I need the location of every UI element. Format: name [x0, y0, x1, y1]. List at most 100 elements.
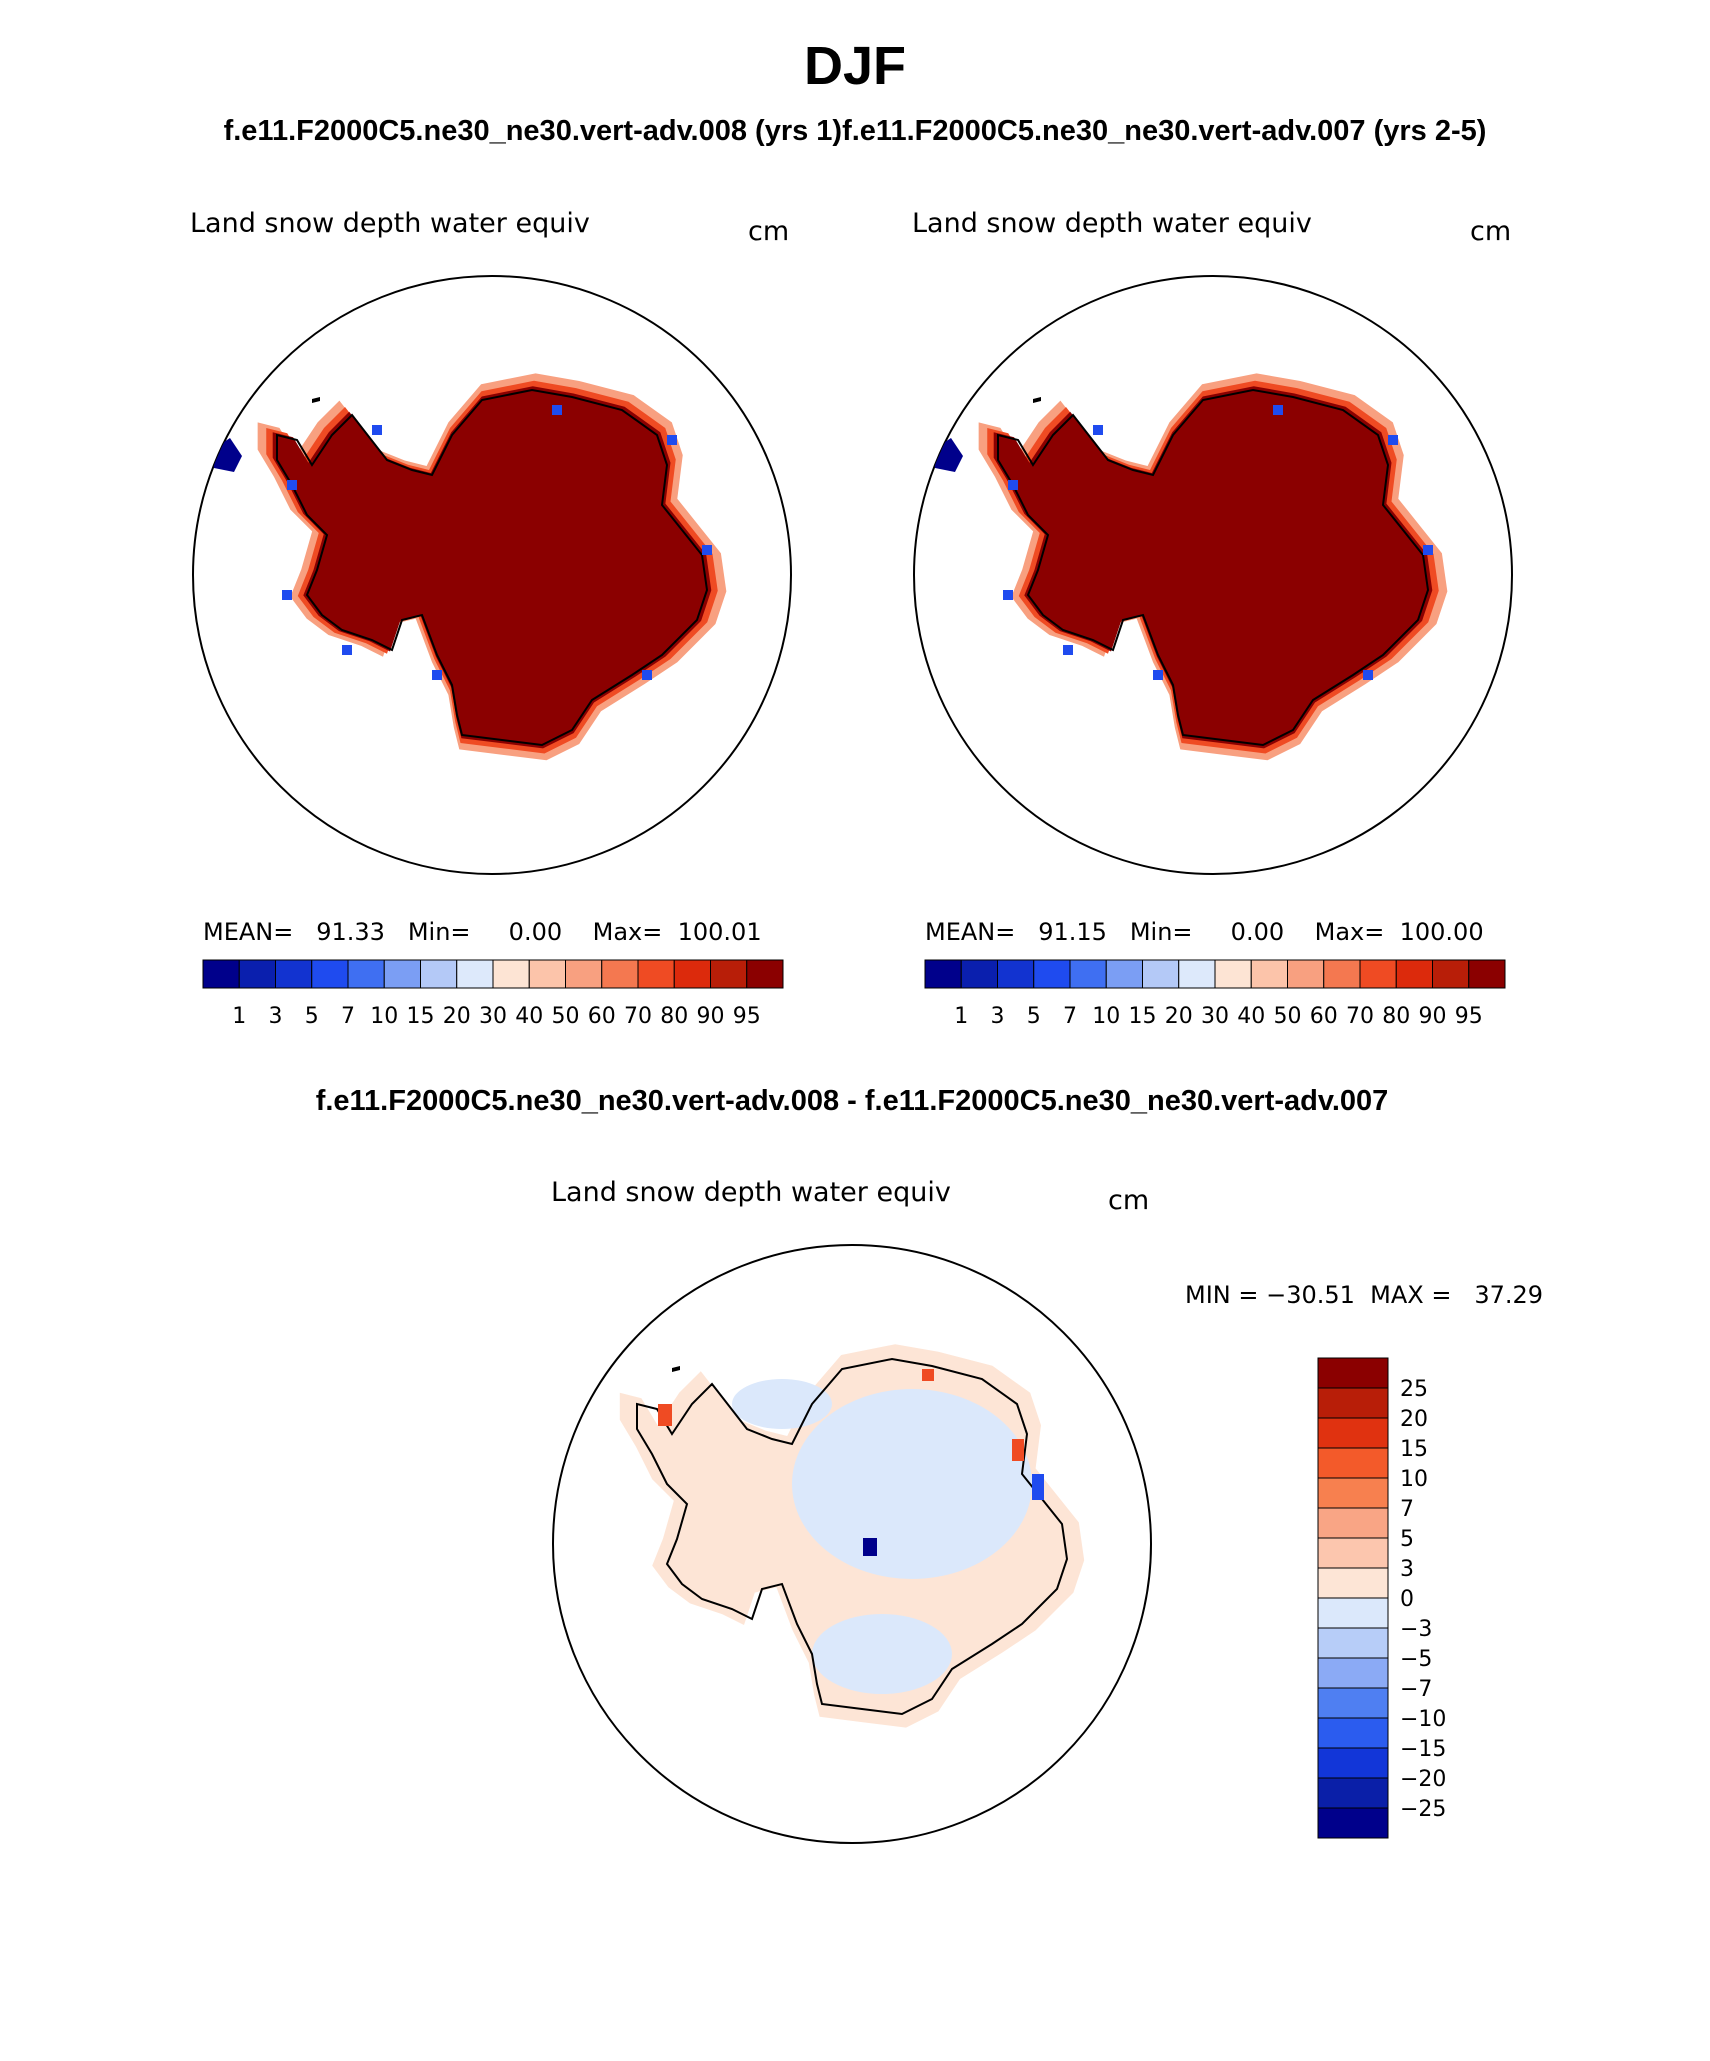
colorbar-tick-label: 20 [443, 1004, 471, 1029]
colorbar-swatch [673, 959, 711, 989]
colorbar-swatch [347, 959, 385, 989]
colorbar-swatch [456, 959, 494, 989]
coastal-cell [432, 670, 442, 680]
colorbar-tick-label: 80 [660, 1004, 688, 1029]
colorbar-tick-label: −3 [1400, 1617, 1432, 1642]
colorbar-swatch [710, 959, 748, 989]
colorbar-swatch [238, 959, 276, 989]
diff-negative-region [812, 1614, 952, 1694]
coastal-cell [667, 435, 677, 445]
colorbar-tick-label: −15 [1400, 1737, 1446, 1762]
colorbar-swatch [1178, 959, 1216, 989]
colorbar-tick-label: 7 [1063, 1004, 1077, 1029]
colorbar-tick-label: 5 [1027, 1004, 1041, 1029]
colorbar-tick-label: 95 [1455, 1004, 1483, 1029]
colorbar-swatch [1317, 1417, 1389, 1449]
diff-map [552, 1244, 1152, 1844]
panel-a-units: cm [748, 216, 789, 247]
colorbar-swatch [1317, 1387, 1389, 1419]
colorbar-tick-label: 3 [1400, 1557, 1414, 1582]
colorbar-tick-label: 40 [1237, 1004, 1265, 1029]
diff-negative-cell [1032, 1474, 1044, 1500]
colorbar-swatch [1317, 1597, 1389, 1629]
colorbar-tick-label: 80 [1382, 1004, 1410, 1029]
colorbar-tick-label: 50 [552, 1004, 580, 1029]
colorbar-tick-label: 60 [1310, 1004, 1338, 1029]
coastal-cell [552, 405, 562, 415]
panel-b-variable: Land snow depth water equiv [912, 208, 1312, 239]
colorbar-swatch [1359, 959, 1397, 989]
island [672, 1366, 680, 1372]
island [1033, 397, 1041, 403]
diff-negative-region [792, 1389, 1032, 1579]
colorbar-swatch [420, 959, 458, 989]
colorbar-swatch [383, 959, 421, 989]
colorbar-tick-label: 3 [991, 1004, 1005, 1029]
diff-positive-cell [922, 1369, 934, 1381]
colorbar-swatch [1317, 1477, 1389, 1509]
colorbar-tick-label: 60 [588, 1004, 616, 1029]
coastal-cell [702, 545, 712, 555]
colorbar-tick-label: 7 [341, 1004, 355, 1029]
colorbar-swatch [528, 959, 566, 989]
panel-b-map [913, 275, 1513, 875]
colorbar-tick-label: −25 [1400, 1797, 1446, 1822]
coastal-cell [1388, 435, 1398, 445]
colorbar-tick-label: −20 [1400, 1767, 1446, 1792]
colorbar-swatch [1317, 1717, 1389, 1749]
colorbar-tick-label: 5 [305, 1004, 319, 1029]
colorbar-swatch [1317, 1507, 1389, 1539]
panel-b-stats: MEAN= 91.15 Min= 0.00 Max= 100.00 [925, 918, 1484, 946]
panel-a-colorbar: 1 3 5 7 10 15 20 30 40 50 60 70 80 90 95 [202, 959, 784, 1029]
colorbar-swatch [637, 959, 675, 989]
diff-colorbar: 25 20 15 10 7 5 3 0 −3 −5 −7 −10 −15 −20 −25 [1317, 1357, 1446, 1839]
colorbar-tick-label: 0 [1400, 1587, 1414, 1612]
panel-b-units: cm [1470, 216, 1511, 247]
colorbar-swatch [1323, 959, 1361, 989]
colorbar-swatch [601, 959, 639, 989]
colorbar-swatch [1317, 1447, 1389, 1479]
coastal-cell [1008, 480, 1018, 490]
colorbar-tick-label: 3 [269, 1004, 283, 1029]
colorbar-swatch [1069, 959, 1107, 989]
colorbar-tick-label: −5 [1400, 1647, 1432, 1672]
colorbar-tick-label: 90 [1419, 1004, 1447, 1029]
top-subtitle: f.e11.F2000C5.ne30_ne30.vert-adv.008 (yr… [224, 115, 1487, 147]
colorbar-tick-label: 15 [1400, 1437, 1428, 1462]
diff-positive-cell [1012, 1439, 1024, 1461]
colorbar-tick-label: 20 [1400, 1407, 1428, 1432]
colorbar-swatch [924, 959, 962, 989]
colorbar-swatch [1317, 1687, 1389, 1719]
colorbar-tick-label: 30 [1201, 1004, 1229, 1029]
colorbar-swatch [1317, 1357, 1389, 1389]
colorbar-swatch [1317, 1627, 1389, 1659]
diff-strong-negative [863, 1538, 877, 1556]
colorbar-tick-label: 90 [697, 1004, 725, 1029]
island [312, 397, 320, 403]
colorbar-swatch [492, 959, 530, 989]
colorbar-swatch [1317, 1807, 1389, 1839]
coastal-cell [1063, 645, 1073, 655]
colorbar-swatch [1214, 959, 1252, 989]
colorbar-tick-label: 7 [1400, 1497, 1414, 1522]
diff-stats: MIN = −30.51 MAX = 37.29 [1185, 1281, 1543, 1309]
coastal-cell [372, 425, 382, 435]
colorbar-tick-label: 1 [954, 1004, 968, 1029]
panel-a-stats: MEAN= 91.33 Min= 0.00 Max= 100.01 [203, 918, 762, 946]
diff-units: cm [1108, 1185, 1149, 1216]
colorbar-tick-label: 25 [1400, 1377, 1428, 1402]
coastal-cell [1003, 590, 1013, 600]
colorbar-tick-label: 10 [1092, 1004, 1120, 1029]
diff-negative-region [732, 1379, 832, 1429]
colorbar-swatch [746, 959, 784, 989]
colorbar-swatch [1468, 959, 1506, 989]
coastal-cell [1273, 405, 1283, 415]
colorbar-swatch [1432, 959, 1470, 989]
colorbar-tick-label: 5 [1400, 1527, 1414, 1552]
panel-a-map [192, 275, 792, 875]
colorbar-swatch [1287, 959, 1325, 989]
colorbar-swatch [1317, 1657, 1389, 1689]
panel-a-variable: Land snow depth water equiv [190, 208, 590, 239]
colorbar-swatch [565, 959, 603, 989]
